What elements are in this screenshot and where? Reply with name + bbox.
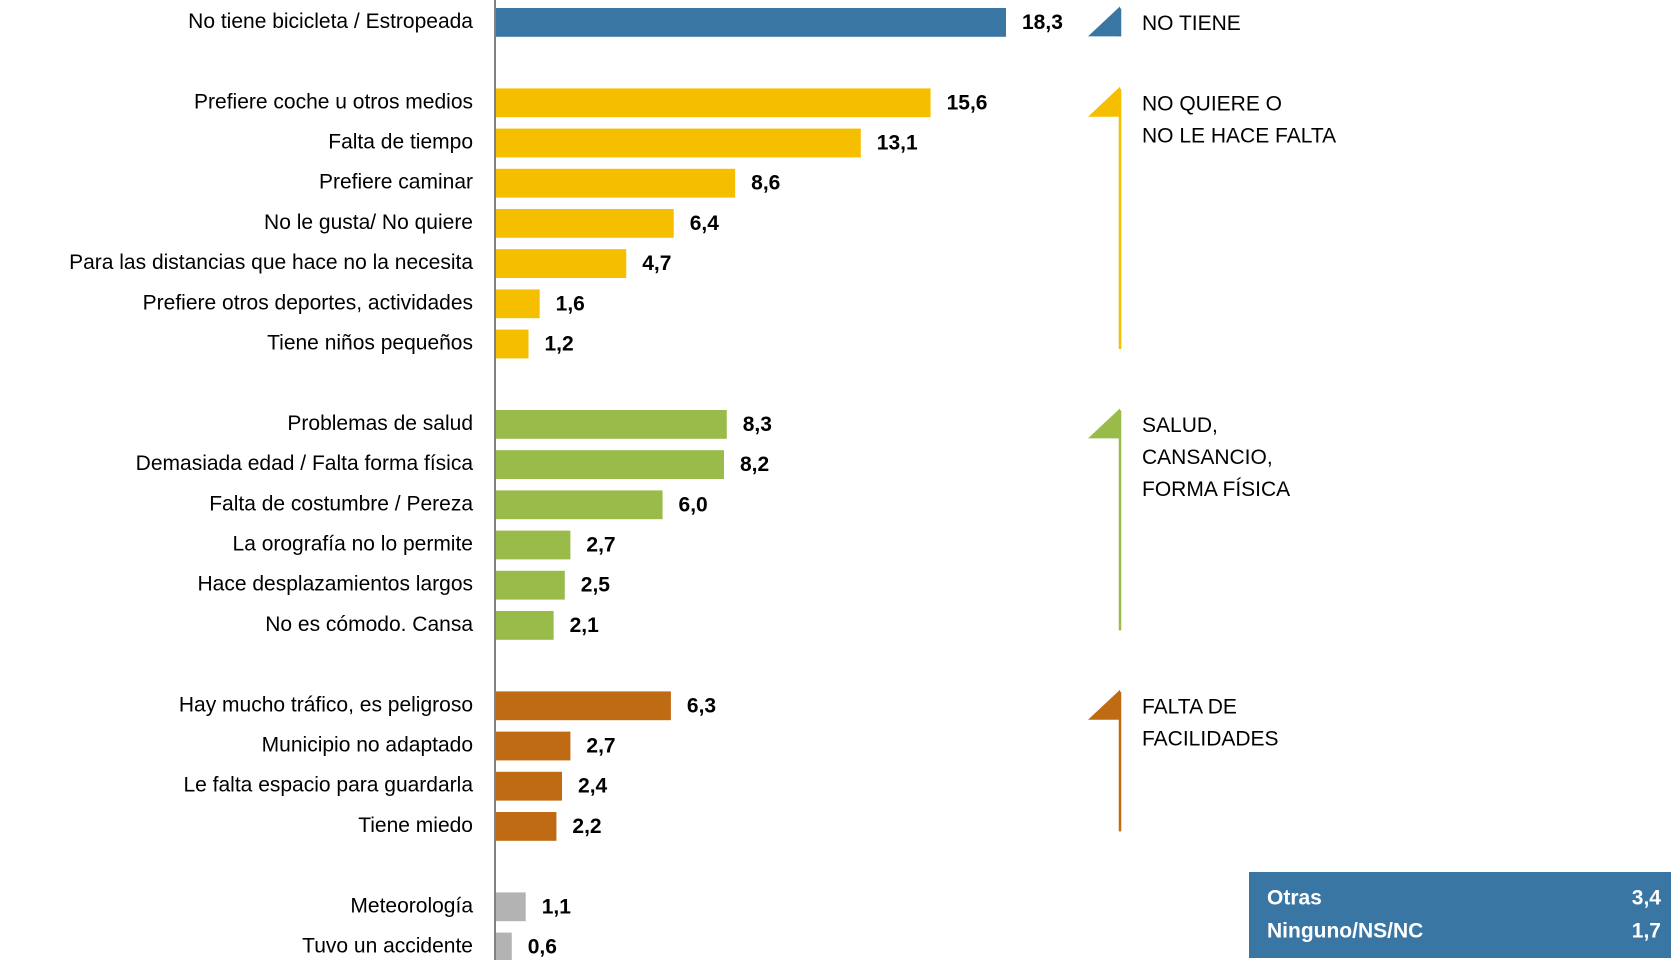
value-label: 2,5 <box>581 574 611 597</box>
bar <box>495 329 529 359</box>
category-label: Meteorología <box>350 894 473 917</box>
bar <box>495 530 571 560</box>
value-label: 2,7 <box>586 534 615 557</box>
value-label: 2,4 <box>578 775 608 798</box>
group-flag <box>1088 6 1120 37</box>
group-label: CANSANCIO, <box>1142 446 1273 469</box>
group-label: FACILIDADES <box>1142 727 1279 750</box>
bar <box>495 410 727 439</box>
bar <box>495 8 1006 37</box>
category-label: Tiene miedo <box>358 814 473 837</box>
bar <box>495 490 663 520</box>
category-label: Falta de costumbre / Pereza <box>209 492 473 515</box>
others-box <box>1249 872 1671 958</box>
group-flag <box>1088 408 1120 439</box>
bar <box>495 812 557 841</box>
value-label: 6,3 <box>687 694 716 717</box>
category-label: Demasiada edad / Falta forma física <box>136 452 474 475</box>
bar <box>495 570 565 600</box>
group-label: NO QUIERE O <box>1142 92 1282 115</box>
value-label: 0,6 <box>528 936 557 959</box>
value-label: 4,7 <box>642 252 671 275</box>
group-label: NO TIENE <box>1142 12 1241 35</box>
others-label: Ninguno/NS/NC <box>1267 920 1423 943</box>
others-label: Otras <box>1267 887 1322 910</box>
bar <box>495 892 526 922</box>
value-label: 8,3 <box>743 413 772 436</box>
category-label: Problemas de salud <box>287 412 473 435</box>
group-label: SALUD, <box>1142 414 1218 437</box>
category-label: Tiene niños pequeños <box>267 332 473 355</box>
category-label: Le falta espacio para guardarla <box>183 774 473 797</box>
category-label: Prefiere coche u otros medios <box>194 90 473 113</box>
value-label: 13,1 <box>877 132 918 155</box>
bar <box>495 289 540 319</box>
bar <box>495 771 563 801</box>
category-label: No le gusta/ No quiere <box>264 211 473 234</box>
group-label: FALTA DE <box>1142 695 1237 718</box>
bar <box>495 88 931 118</box>
category-label: Prefiere otros deportes, actividades <box>143 291 473 314</box>
bar <box>495 128 861 158</box>
bar <box>495 611 554 640</box>
category-label: La orografía no lo permite <box>233 533 473 556</box>
category-label: Hace desplazamientos largos <box>198 573 473 596</box>
group-label: FORMA FÍSICA <box>1142 478 1290 501</box>
group-flag <box>1088 689 1120 720</box>
value-label: 1,2 <box>545 333 574 356</box>
category-label: Para las distancias que hace no la neces… <box>69 251 473 274</box>
category-label: Hay mucho tráfico, es peligroso <box>179 693 473 716</box>
value-label: 8,6 <box>751 172 780 195</box>
bar <box>495 731 571 761</box>
bar <box>495 932 512 960</box>
value-label: 2,7 <box>586 735 615 758</box>
category-label: Municipio no adaptado <box>262 734 473 757</box>
category-label: Prefiere caminar <box>319 171 473 194</box>
group-label: NO LE HACE FALTA <box>1142 124 1336 147</box>
value-label: 6,0 <box>679 493 708 516</box>
value-label: 2,1 <box>570 614 600 637</box>
value-label: 18,3 <box>1022 11 1063 34</box>
bar <box>495 249 627 278</box>
category-label: No tiene bicicleta / Estropeada <box>188 10 473 33</box>
others-value: 1,7 <box>1632 920 1661 943</box>
bar <box>495 450 724 479</box>
value-label: 6,4 <box>690 212 720 235</box>
value-label: 2,2 <box>572 815 601 838</box>
bar <box>495 168 736 198</box>
category-label: Tuvo un accidente <box>302 935 473 958</box>
value-label: 1,1 <box>542 895 572 918</box>
category-label: Falta de tiempo <box>328 131 473 154</box>
group-flag <box>1088 86 1120 117</box>
others-value: 3,4 <box>1632 887 1662 910</box>
bar <box>495 209 674 238</box>
value-label: 8,2 <box>740 453 769 476</box>
category-label: No es cómodo. Cansa <box>265 613 473 636</box>
value-label: 1,6 <box>556 292 585 315</box>
bar <box>495 691 671 721</box>
value-label: 15,6 <box>947 91 988 114</box>
